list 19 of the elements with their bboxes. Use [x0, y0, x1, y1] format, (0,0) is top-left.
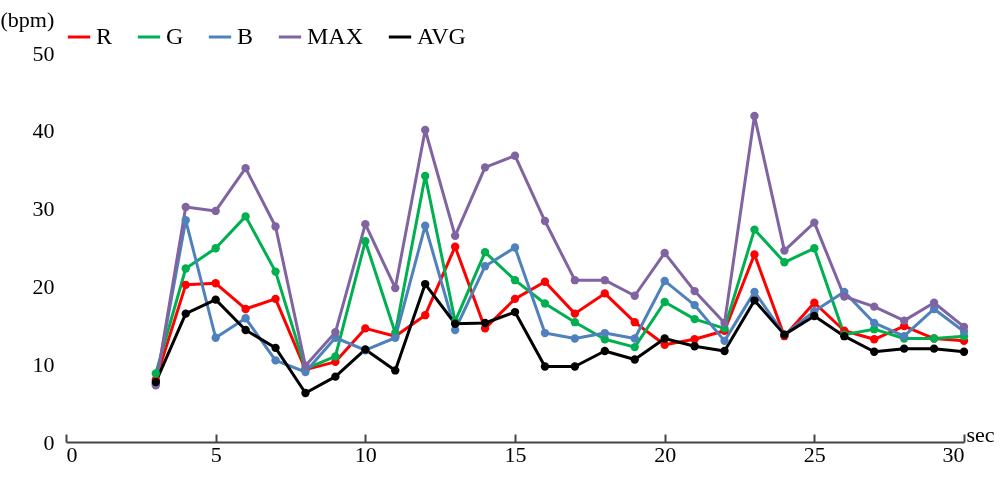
x-tick-label: 15	[504, 441, 527, 467]
y-tick-label: 40	[32, 118, 55, 144]
x-tick-label: 5	[210, 441, 222, 467]
legend-label: G	[166, 23, 184, 49]
x-axis-title: sec	[966, 421, 995, 447]
legend-label: B	[237, 23, 254, 49]
x-tick-label: 30	[942, 441, 965, 467]
legend-label: AVG	[417, 23, 466, 49]
x-tick-label: 20	[654, 441, 677, 467]
y-tick-label: 10	[32, 351, 55, 377]
y-tick-label: 20	[32, 273, 55, 299]
legend-label: MAX	[307, 23, 364, 49]
x-tick-label: 0	[66, 441, 78, 467]
y-tick-label: 30	[32, 196, 55, 222]
x-tick-label: 10	[354, 441, 377, 467]
legend-label: R	[96, 23, 113, 49]
y-axis-title: (bpm)	[0, 6, 55, 32]
y-tick-label: 50	[32, 40, 55, 66]
x-tick-label: 25	[803, 441, 826, 467]
